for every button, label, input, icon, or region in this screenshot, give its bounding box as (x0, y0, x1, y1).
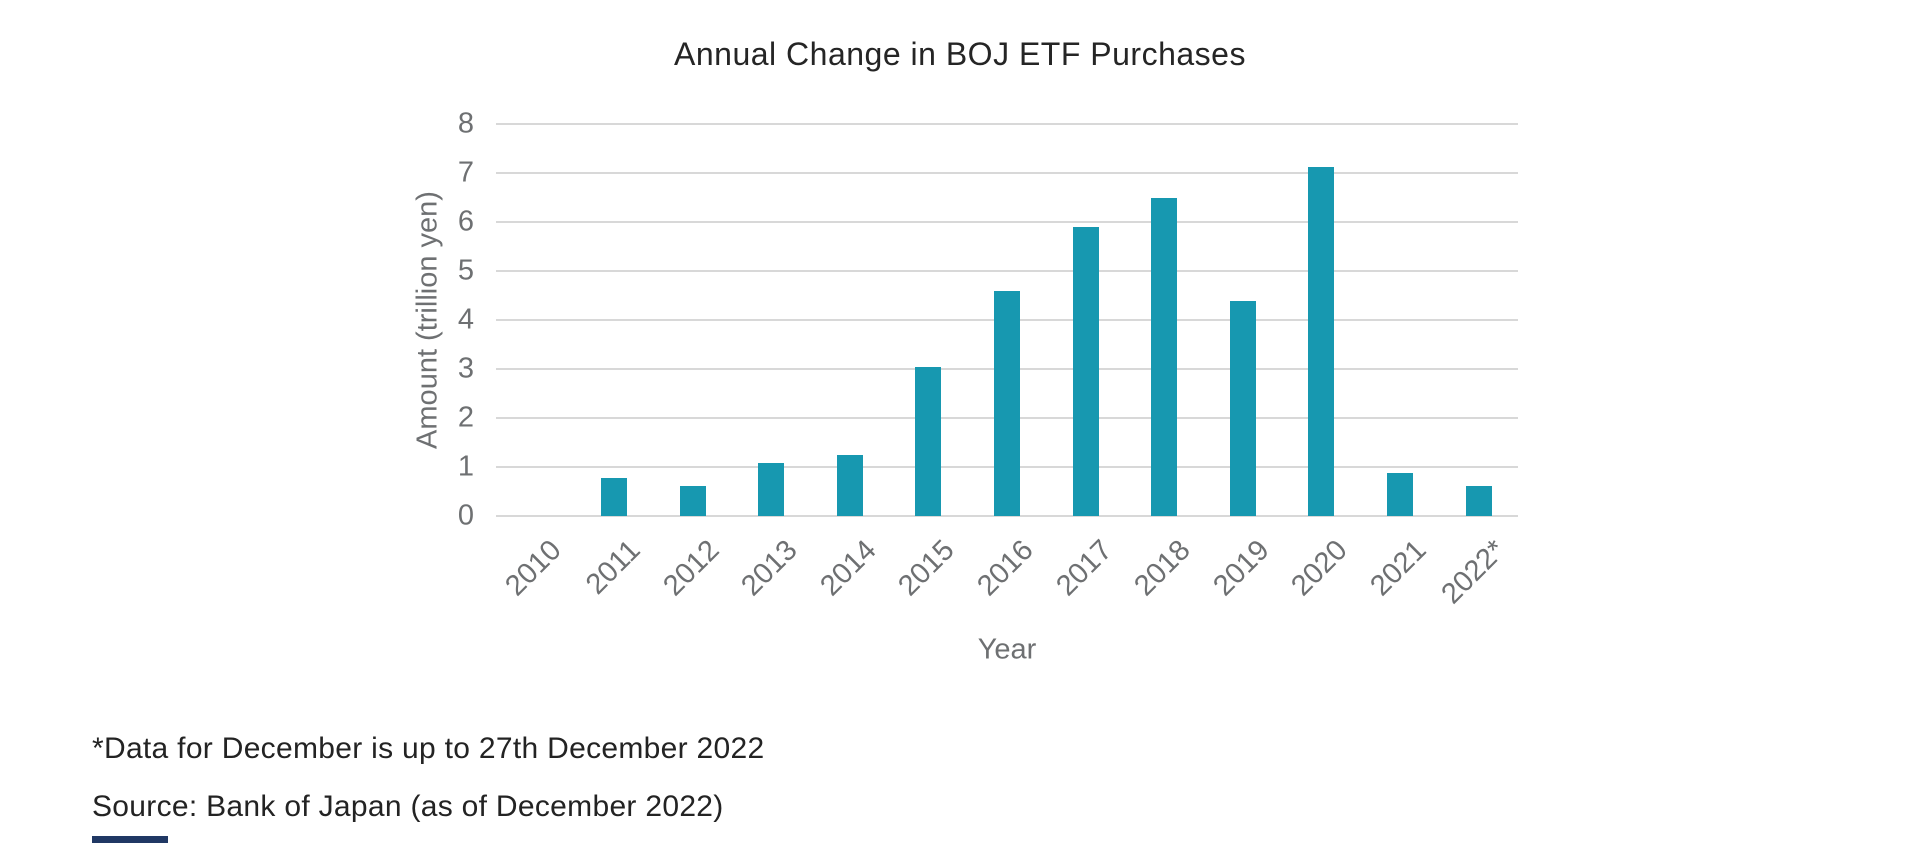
bar-2016 (994, 290, 1020, 516)
bar-2022 (1465, 485, 1492, 516)
bar-2013 (758, 463, 785, 516)
x-tick-label: 2021 (1364, 534, 1433, 603)
x-tick-label: 2013 (735, 534, 804, 603)
bar-2011 (600, 477, 627, 516)
footnote-source: Source: Bank of Japan (as of December 20… (92, 790, 724, 823)
y-tick-label: 8 (457, 107, 474, 140)
grid-line (496, 417, 1518, 419)
bar-2021 (1387, 473, 1414, 516)
grid-line (496, 123, 1518, 125)
y-tick-label: 7 (457, 156, 474, 189)
x-tick-label: 2015 (892, 534, 962, 603)
bar-2012 (679, 485, 706, 516)
bar-2019 (1229, 301, 1256, 516)
grid-line (496, 466, 1518, 468)
bar-2020 (1308, 167, 1335, 516)
y-tick-label: 1 (457, 450, 474, 483)
x-tick-label: 2012 (656, 534, 726, 603)
y-tick-label: 0 (457, 499, 474, 532)
grid-line (496, 368, 1518, 370)
bar-2018 (1151, 197, 1178, 516)
x-tick-label: 2020 (1285, 534, 1355, 603)
x-tick-label: 2014 (814, 534, 883, 603)
bottom-left-accent-bar (92, 836, 168, 843)
x-tick-label: 2022* (1435, 534, 1512, 611)
footnote-data-note: *Data for December is up to 27th Decembe… (92, 732, 765, 765)
bar-2017 (1072, 226, 1099, 516)
x-tick-label: 2010 (499, 534, 568, 603)
x-tick-label: 2011 (579, 534, 647, 601)
x-tick-label: 2018 (1128, 534, 1197, 603)
x-axis-title: Year (977, 633, 1037, 666)
grid-line (496, 515, 1518, 517)
bar-2015 (915, 366, 942, 516)
grid-line (496, 172, 1518, 174)
grid-line (496, 319, 1518, 321)
bar-2014 (836, 454, 863, 516)
grid-line (496, 270, 1518, 272)
y-axis-title: Amount (trillion yen) (411, 191, 444, 449)
chart-title: Annual Change in BOJ ETF Purchases (674, 36, 1246, 72)
grid-line (496, 221, 1518, 223)
x-tick-label: 2019 (1207, 534, 1276, 603)
